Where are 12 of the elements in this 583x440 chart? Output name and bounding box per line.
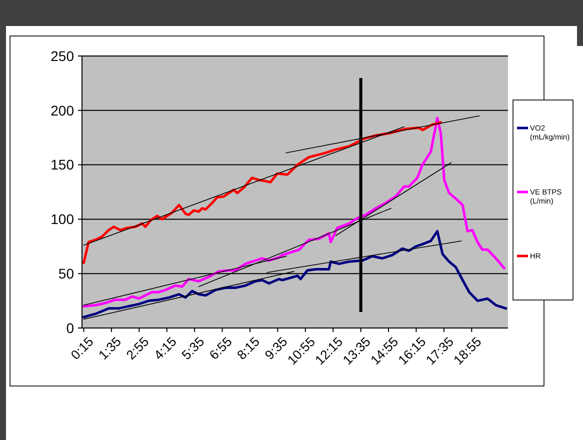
y-tick-label: 0 xyxy=(66,320,74,336)
y-tick-label: 200 xyxy=(50,102,74,118)
x-tick-label: 0:15 xyxy=(68,334,96,362)
y-tick-label: 100 xyxy=(50,211,74,228)
x-tick-label: 4:15 xyxy=(150,334,180,362)
line-series xyxy=(82,116,506,308)
y-tick-label: 150 xyxy=(50,156,74,173)
y-tick-label: 50 xyxy=(58,266,74,282)
x-tick-label: 5:35 xyxy=(178,334,208,362)
y-tick-label: 250 xyxy=(50,48,74,64)
x-tick-label: 6:55 xyxy=(206,334,235,362)
x-tick-label: 8:15 xyxy=(234,334,263,362)
